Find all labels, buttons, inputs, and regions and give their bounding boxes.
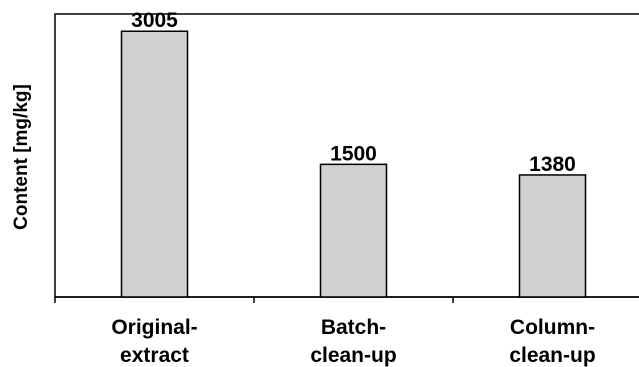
category-label: extract [120,344,189,367]
category-label: clean-up [310,344,396,367]
x-axis-ticks [54,297,454,303]
category-label: clean-up [509,344,595,367]
y-axis-title: Content [mg/kg] [11,84,32,230]
bar-3 [518,174,587,298]
category-label: Original- [111,316,197,339]
category-labels-group: Original-extract Batch-clean-up Column-cle… [111,316,595,367]
bar-value-label: 1500 [330,142,377,165]
bar-value-label: 1380 [529,153,576,176]
value-labels-group: 3005 1500 1380 [131,9,576,176]
category-label: Column- [510,316,595,339]
bar-2 [319,163,388,298]
bar-value-label: 3005 [131,9,178,32]
bar-1 [120,30,189,298]
category-label: Batch- [321,316,386,339]
bars-group [120,30,587,298]
